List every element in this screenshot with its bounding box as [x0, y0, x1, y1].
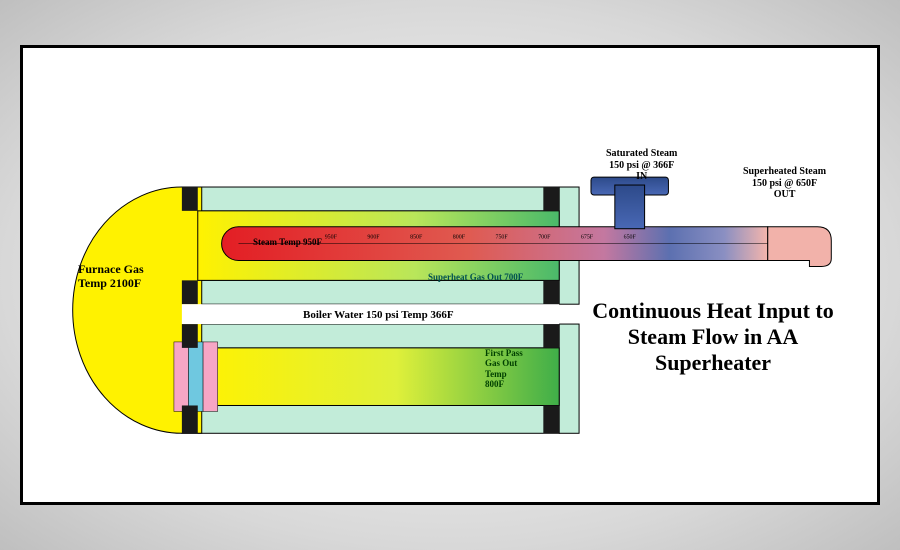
diagram-title: Continuous Heat Input to Steam Flow in A…	[583, 298, 843, 376]
superheat-gas-out-label: Superheat Gas Out 700F	[428, 272, 523, 282]
first-pass-label: First Pass Gas Out Temp 800F	[485, 348, 523, 389]
svg-text:700F: 700F	[538, 235, 551, 241]
svg-text:800F: 800F	[453, 235, 466, 241]
svg-text:950F: 950F	[325, 235, 338, 241]
saturated-steam-label: Saturated Steam 150 psi @ 366F IN	[606, 148, 677, 183]
superheated-steam-label: Superheated Steam 150 psi @ 650F OUT	[743, 166, 826, 201]
svg-text:850F: 850F	[410, 235, 423, 241]
svg-text:675F: 675F	[581, 235, 594, 241]
tubesheet	[174, 342, 218, 412]
svg-text:750F: 750F	[496, 235, 509, 241]
svg-text:650F: 650F	[624, 235, 637, 241]
furnace-label: Furnace Gas Temp 2100F	[78, 263, 144, 291]
svg-text:900F: 900F	[367, 235, 380, 241]
steam-temp-label: Steam Temp 950F	[253, 237, 322, 247]
diagram-frame: 950F 900F 850F 800F 750F 700F 675F 650F Furnace…	[20, 45, 880, 505]
boiler-water-label: Boiler Water 150 psi Temp 366F	[303, 309, 454, 322]
